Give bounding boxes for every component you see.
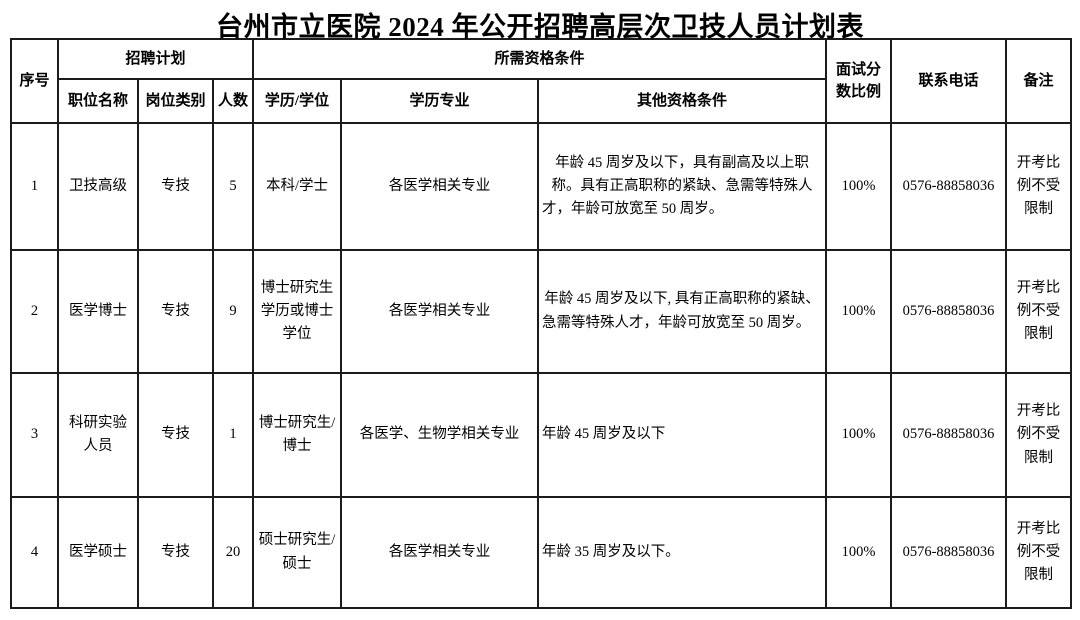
col-header-degree: 学历/学位 [252, 78, 342, 124]
col-header-note: 备注 [1005, 38, 1072, 124]
cell-degree: 博士研究生学历或博士学位 [252, 249, 342, 374]
cell-position-name: 科研实验人员 [57, 372, 139, 498]
col-header-recruit-plan-group: 招聘计划 [57, 38, 254, 80]
cell-major: 各医学相关专业 [340, 496, 539, 609]
cell-position-name: 医学博士 [57, 249, 139, 374]
cell-serial: 1 [10, 122, 59, 251]
cell-other-requirements: 年龄 45 周岁及以下, 具有正高职称的紧缺、急需等特殊人才，年龄可放宽至 50… [537, 249, 827, 374]
col-header-major: 学历专业 [340, 78, 539, 124]
cell-major: 各医学相关专业 [340, 122, 539, 251]
cell-major: 各医学、生物学相关专业 [340, 372, 539, 498]
cell-note: 开考比例不受限制 [1005, 372, 1072, 498]
cell-serial: 2 [10, 249, 59, 374]
cell-position-name: 医学硕士 [57, 496, 139, 609]
header-row-groups: 序号 招聘计划 所需资格条件 面试分数比例 联系电话 备注 [10, 38, 1072, 124]
recruitment-table: 序号 招聘计划 所需资格条件 面试分数比例 联系电话 备注 职位名称 岗位类别 … [10, 38, 1072, 609]
cell-degree: 硕士研究生/硕士 [252, 496, 342, 609]
col-header-qualification-group: 所需资格条件 [252, 38, 827, 80]
table-header: 序号 招聘计划 所需资格条件 面试分数比例 联系电话 备注 职位名称 岗位类别 … [10, 38, 1072, 124]
cell-post-category: 专技 [137, 372, 214, 498]
cell-degree: 博士研究生/博士 [252, 372, 342, 498]
cell-interview-score-ratio: 100% [825, 122, 892, 251]
cell-interview-score-ratio: 100% [825, 496, 892, 609]
col-header-serial: 序号 [10, 38, 59, 124]
cell-contact-phone: 0576-88858036 [890, 122, 1007, 251]
cell-note: 开考比例不受限制 [1005, 122, 1072, 251]
cell-other-requirements: 年龄 45 周岁及以下，具有副高及以上职称。具有正高职称的紧缺、急需等特殊人才，… [537, 122, 827, 251]
cell-other-requirements: 年龄 45 周岁及以下 [537, 372, 827, 498]
cell-interview-score-ratio: 100% [825, 249, 892, 374]
table-row: 1 卫技高级 专技 5 本科/学士 各医学相关专业 年龄 45 周岁及以下，具有… [10, 122, 1072, 251]
col-header-interview-score-ratio: 面试分数比例 [825, 38, 892, 124]
cell-headcount: 1 [212, 372, 254, 498]
cell-post-category: 专技 [137, 249, 214, 374]
header-row-columns: 职位名称 岗位类别 人数 学历/学位 学历专业 其他资格条件 [11, 78, 1071, 124]
cell-headcount: 20 [212, 496, 254, 609]
cell-post-category: 专技 [137, 496, 214, 609]
table-row: 2 医学博士 专技 9 博士研究生学历或博士学位 各医学相关专业 年龄 45 周… [10, 249, 1072, 374]
cell-major: 各医学相关专业 [340, 249, 539, 374]
cell-headcount: 9 [212, 249, 254, 374]
col-header-position-name: 职位名称 [57, 78, 139, 124]
cell-serial: 3 [10, 372, 59, 498]
col-header-post-category: 岗位类别 [137, 78, 214, 124]
cell-contact-phone: 0576-88858036 [890, 249, 1007, 374]
cell-headcount: 5 [212, 122, 254, 251]
cell-contact-phone: 0576-88858036 [890, 496, 1007, 609]
table-row: 3 科研实验人员 专技 1 博士研究生/博士 各医学、生物学相关专业 年龄 45… [10, 372, 1072, 498]
cell-position-name: 卫技高级 [57, 122, 139, 251]
cell-other-requirements: 年龄 35 周岁及以下。 [537, 496, 827, 609]
cell-degree: 本科/学士 [252, 122, 342, 251]
cell-post-category: 专技 [137, 122, 214, 251]
col-header-headcount: 人数 [212, 78, 254, 124]
cell-serial: 4 [10, 496, 59, 609]
cell-note: 开考比例不受限制 [1005, 249, 1072, 374]
col-header-other-requirements: 其他资格条件 [537, 78, 827, 124]
page-title: 台州市立医院 2024 年公开招聘高层次卫技人员计划表 [216, 12, 864, 42]
table-row: 4 医学硕士 专技 20 硕士研究生/硕士 各医学相关专业 年龄 35 周岁及以… [10, 496, 1072, 609]
col-header-contact-phone: 联系电话 [890, 38, 1007, 124]
cell-note: 开考比例不受限制 [1005, 496, 1072, 609]
cell-contact-phone: 0576-88858036 [890, 372, 1007, 498]
table-body: 1 卫技高级 专技 5 本科/学士 各医学相关专业 年龄 45 周岁及以下，具有… [10, 122, 1072, 609]
cell-interview-score-ratio: 100% [825, 372, 892, 498]
